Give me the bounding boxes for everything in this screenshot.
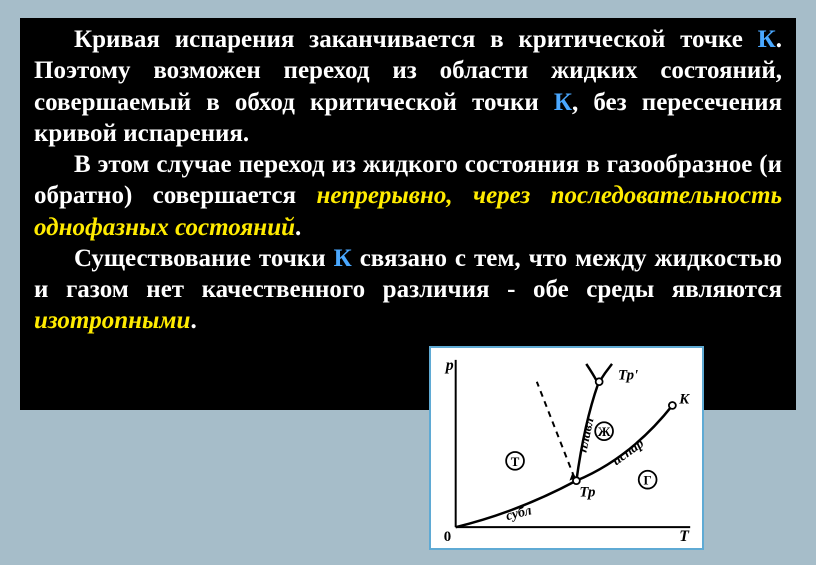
dashed-extension	[537, 382, 575, 478]
slide: Кривая испарения заканчивается в критиче…	[0, 0, 816, 565]
paragraph-1: Кривая испарения заканчивается в критиче…	[34, 24, 782, 149]
triple-point-prime-label: Тр'	[618, 368, 638, 384]
triple-point-prime	[596, 378, 603, 385]
phase-diagram-svg: Т Ж Г субл плавл испар Тр Тр' K p T 0	[437, 354, 696, 542]
p2c: .	[295, 214, 301, 241]
critical-point	[669, 402, 676, 409]
sublimation-label: субл	[504, 502, 533, 523]
triple-point-label: Тр	[579, 484, 595, 500]
p3c-highlight: изотропными	[34, 307, 190, 334]
melting-label: плавл	[575, 416, 597, 453]
y-axis-label: p	[444, 357, 454, 374]
triple-point	[573, 477, 580, 484]
phase-diagram: Т Ж Г субл плавл испар Тр Тр' K p T 0	[429, 346, 704, 550]
p3a: Существование точки	[74, 245, 334, 272]
p1a: Кривая испарения заканчивается в критиче…	[74, 26, 758, 53]
critical-point-K: К	[758, 26, 776, 53]
region-liquid-label: Ж	[598, 425, 611, 439]
region-gas-label: Г	[644, 474, 652, 488]
critical-point-label: K	[678, 391, 690, 407]
critical-point-K-2: К	[554, 89, 572, 116]
paragraph-3: Существование точки К связано с тем, что…	[34, 243, 782, 337]
origin-label: 0	[444, 529, 451, 542]
text-content: Кривая испарения заканчивается в критиче…	[34, 24, 782, 337]
critical-point-K-3: К	[334, 245, 352, 272]
region-solid-label: Т	[511, 455, 520, 469]
evaporation-label: испар	[609, 435, 647, 468]
paragraph-2: В этом случае переход из жидкого состоян…	[34, 149, 782, 243]
x-axis-label: T	[679, 528, 690, 542]
p3d: .	[190, 307, 196, 334]
